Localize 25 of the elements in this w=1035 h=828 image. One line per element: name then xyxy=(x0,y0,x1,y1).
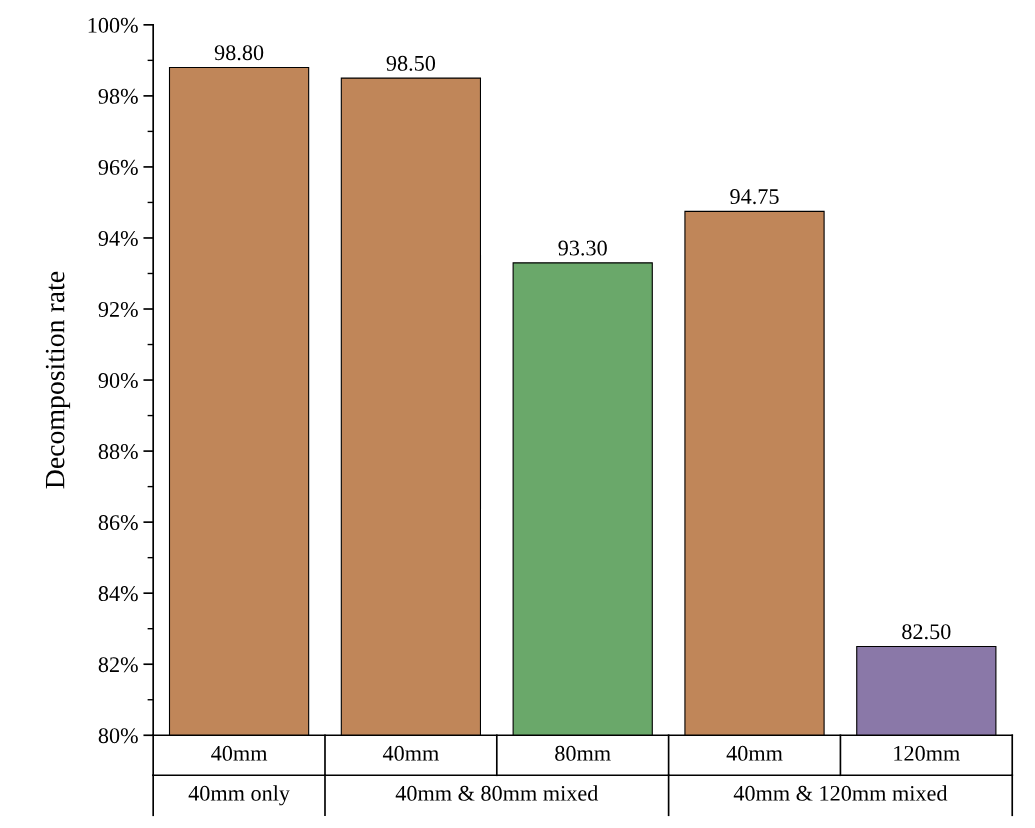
y-tick-label: 92% xyxy=(98,301,138,318)
y-tick-label: 84% xyxy=(98,586,138,602)
text: 40mm & 120mm mixed xyxy=(733,785,948,801)
y-tick-label: 88% xyxy=(98,444,138,460)
y-tick-label: 94% xyxy=(98,230,138,246)
y-tick-label: 86% xyxy=(98,515,138,531)
x-tick-label: 40mm xyxy=(211,745,268,761)
text: 40mm & 80mm mixed xyxy=(395,785,599,801)
y-tick-label: 100% xyxy=(88,17,138,33)
y-tick-label: 80% xyxy=(98,728,138,744)
x-tick-label: 40mm xyxy=(726,745,783,761)
y-tick-label: 98% xyxy=(98,88,138,104)
y-tick-label: 82% xyxy=(98,657,138,673)
data-label: 82.50 xyxy=(902,624,951,640)
data-label: 94.75 xyxy=(730,189,779,205)
data-label: 93.30 xyxy=(558,240,607,256)
y-axis-title: Decomposition rate xyxy=(45,271,71,489)
y-tick-label: 90% xyxy=(98,372,138,389)
x-tick-label: 120mm xyxy=(894,745,960,761)
x-tick-label: 40mm xyxy=(382,745,439,761)
y-tick-label: 96% xyxy=(98,159,138,175)
data-label: 98.50 xyxy=(386,55,436,71)
x-tick-label: 80mm xyxy=(555,745,611,761)
text: 40mm only xyxy=(188,785,290,806)
data-label: 98.80 xyxy=(214,45,264,61)
